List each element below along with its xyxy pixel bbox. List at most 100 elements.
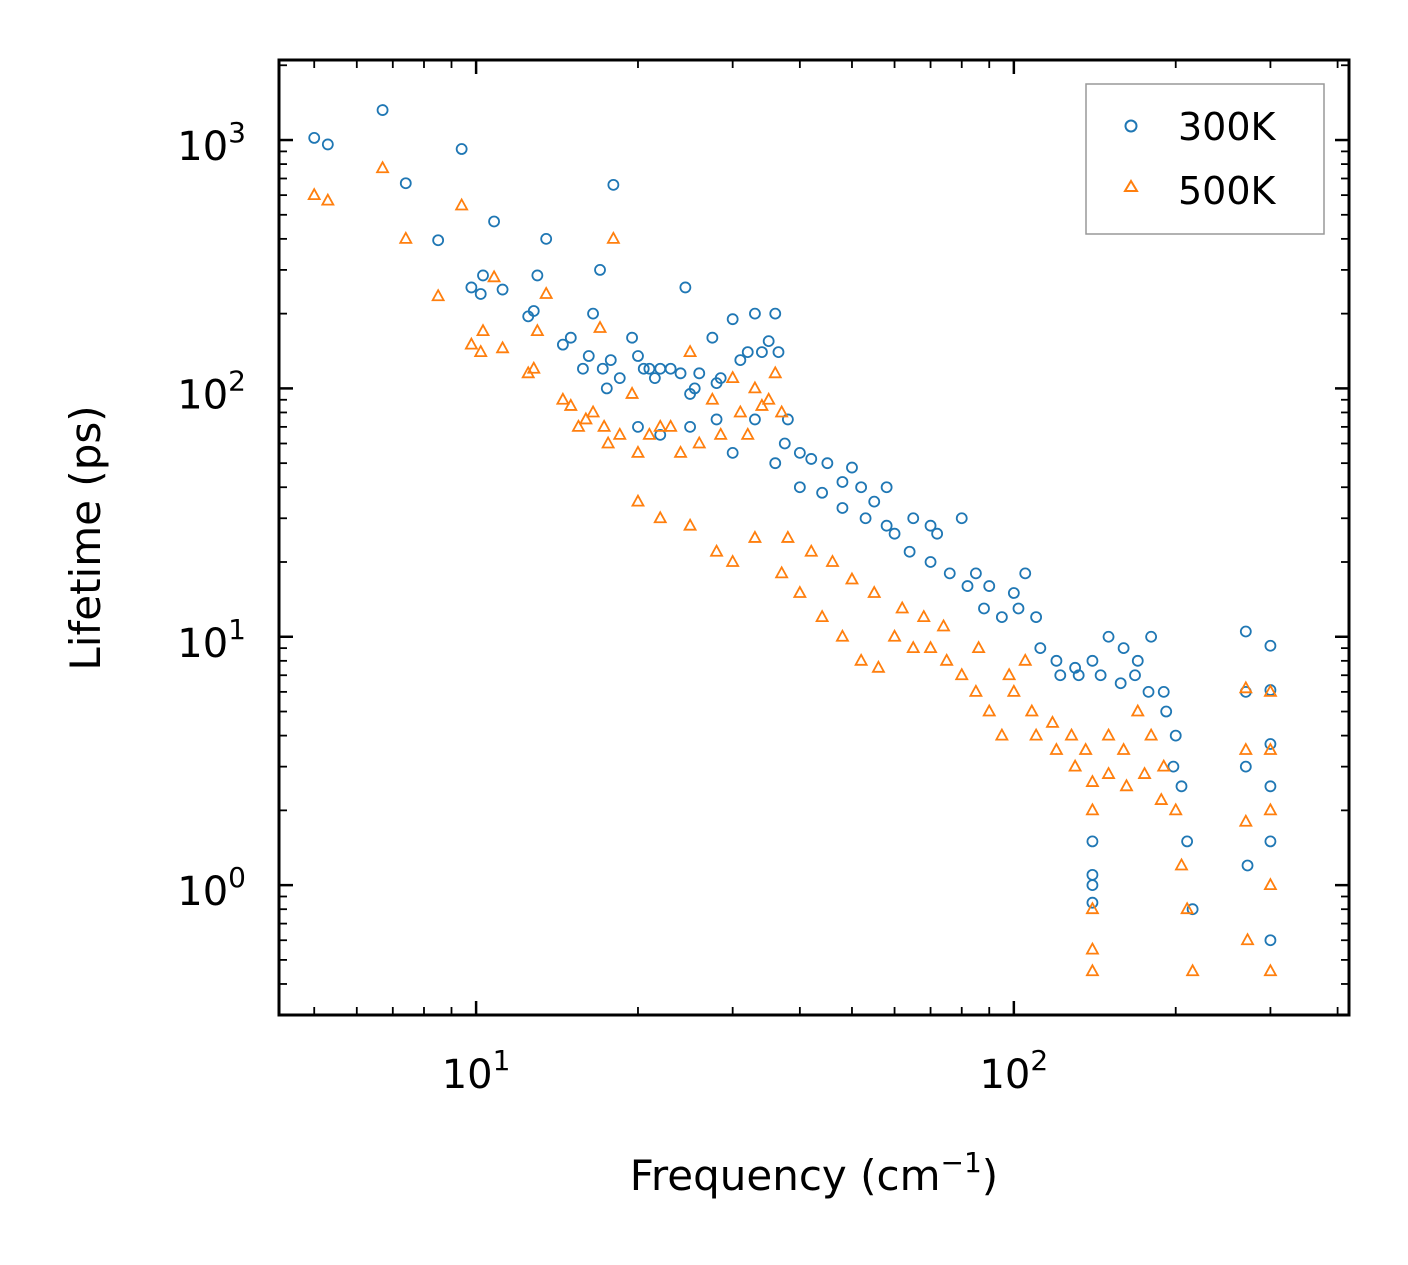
point-300k	[781, 413, 794, 426]
point-300k	[664, 362, 677, 375]
point-500k	[1240, 932, 1255, 946]
point-300k	[674, 367, 687, 380]
y-tick-label: 100	[177, 861, 246, 915]
point-500k	[968, 683, 983, 697]
point-300k	[376, 104, 389, 116]
point-300k	[943, 567, 956, 580]
point-300k	[1012, 602, 1025, 615]
point-300k	[632, 420, 644, 433]
point-300k	[907, 512, 920, 525]
point-300k	[726, 313, 739, 326]
point-500k	[375, 160, 390, 174]
point-300k	[1264, 780, 1277, 793]
point-500k	[1238, 813, 1253, 827]
point-300k	[1072, 669, 1085, 682]
point-300k	[531, 269, 544, 282]
x-tick-label-base: 10	[442, 1052, 493, 1098]
point-300k	[1241, 859, 1254, 872]
point-300k	[762, 335, 775, 348]
point-300k	[1007, 587, 1020, 599]
point-300k	[868, 495, 881, 508]
x-axis-title: Frequency (cm−1)	[630, 1146, 998, 1200]
point-300k	[455, 143, 468, 155]
point-500k	[1064, 727, 1079, 741]
point-500k	[1263, 683, 1278, 697]
point-300k	[855, 481, 868, 494]
point-500k	[431, 288, 446, 302]
x-axis-title-main: Frequency (cm	[630, 1151, 941, 1200]
y-tick-label-base: 10	[177, 372, 228, 418]
point-300k	[596, 362, 609, 375]
y-tick-label-base: 10	[177, 869, 228, 915]
point-300k	[924, 519, 937, 532]
point-500k	[1045, 715, 1060, 728]
legend-marker-500k	[1123, 179, 1139, 192]
point-300k	[769, 307, 782, 320]
point-500k	[1002, 667, 1017, 681]
legend-label-300k: 300K	[1178, 105, 1277, 149]
point-500k	[1085, 963, 1100, 977]
point-300k	[1102, 630, 1115, 643]
point-500k	[825, 554, 840, 567]
point-300k	[741, 346, 754, 359]
point-500k	[1068, 758, 1083, 772]
point-300k	[1019, 567, 1032, 580]
point-500k	[642, 426, 657, 440]
point-300k	[679, 281, 692, 294]
point-300k	[540, 232, 553, 245]
x-tick-label: 102	[979, 1044, 1048, 1098]
point-300k	[632, 350, 644, 362]
y-tick-label-exp: 1	[228, 613, 246, 646]
point-500k	[854, 652, 869, 666]
point-300k	[1129, 669, 1141, 682]
point-500k	[871, 659, 886, 673]
point-500k	[454, 197, 469, 211]
point-500k	[1006, 683, 1021, 697]
point-500k	[1156, 758, 1171, 772]
point-500k	[792, 585, 807, 598]
point-500k	[982, 703, 997, 717]
point-500k	[709, 543, 724, 557]
point-300k	[1160, 705, 1173, 718]
point-300k	[880, 481, 893, 494]
point-500k	[555, 391, 570, 405]
point-500k	[487, 269, 502, 283]
point-500k	[733, 404, 748, 418]
y-tick-label: 103	[177, 116, 246, 170]
point-300k	[637, 362, 650, 375]
point-300k	[594, 263, 606, 276]
point-300k	[995, 611, 1008, 623]
point-500k	[725, 554, 740, 567]
point-300k	[684, 420, 696, 433]
series-500k	[307, 160, 1278, 977]
point-500k	[653, 510, 668, 524]
point-500k	[1101, 766, 1116, 779]
point-500k	[906, 640, 921, 654]
point-500k	[887, 628, 902, 642]
point-300k	[1264, 639, 1277, 652]
point-300k	[1050, 654, 1063, 667]
point-300k	[399, 177, 412, 190]
point-300k	[1169, 729, 1182, 742]
point-300k	[793, 481, 806, 494]
point-300k	[488, 215, 500, 228]
point-500k	[473, 344, 488, 358]
point-300k	[961, 580, 974, 592]
point-300k	[710, 413, 723, 426]
point-500k	[1101, 727, 1116, 741]
point-300k	[1264, 934, 1277, 947]
point-500k	[606, 230, 621, 244]
point-300k	[955, 512, 968, 525]
point-300k	[1157, 685, 1170, 698]
point-300k	[1094, 669, 1107, 682]
point-500k	[954, 667, 969, 681]
y-tick-label: 102	[177, 364, 246, 418]
point-500k	[1263, 877, 1278, 891]
point-300k	[308, 131, 321, 144]
point-300k	[1239, 760, 1252, 773]
point-300k	[734, 354, 747, 366]
point-500k	[923, 640, 938, 654]
point-500k	[774, 404, 789, 418]
